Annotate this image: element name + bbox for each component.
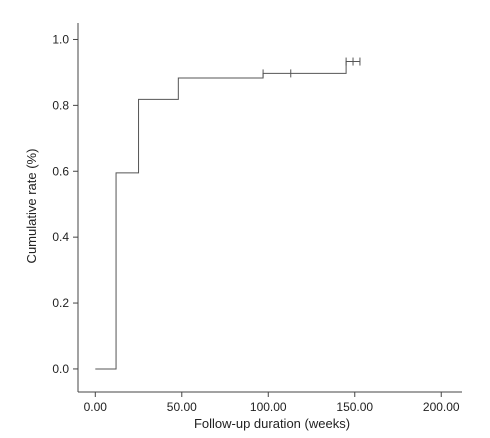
y-axis-ticks: 0.0 0.2 0.4 0.6 0.8 1.0 <box>52 32 78 376</box>
x-tick-label: 50.00 <box>167 400 197 414</box>
y-tick-label: 0.2 <box>52 296 69 310</box>
x-axis-ticks: 0.00 50.00 100.00 150.00 200.00 <box>84 392 460 414</box>
y-tick-label: 0.0 <box>52 362 69 376</box>
x-axis-title: Follow-up duration (weeks) <box>194 416 350 431</box>
series-group <box>95 57 361 370</box>
y-tick-label: 0.8 <box>52 98 69 112</box>
x-tick-label: 0.00 <box>84 400 108 414</box>
y-tick-label: 0.6 <box>52 164 69 178</box>
y-tick-label: 0.4 <box>52 230 69 244</box>
y-tick-label: 1.0 <box>52 32 69 46</box>
x-tick-label: 150.00 <box>336 400 373 414</box>
plot-area: 0.0 0.2 0.4 0.6 0.8 1.0 0.00 50.00 100.00 150.00… <box>52 23 462 414</box>
x-tick-label: 200.00 <box>423 400 460 414</box>
x-tick-label: 100.00 <box>250 400 287 414</box>
y-axis-title: Cumulative rate (%) <box>24 149 39 264</box>
cumulative-rate-step-line <box>95 61 360 370</box>
